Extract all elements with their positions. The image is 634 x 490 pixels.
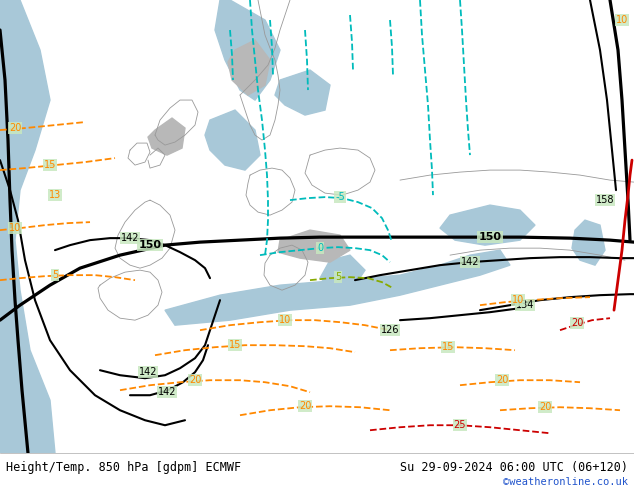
Text: 20: 20 <box>299 401 311 411</box>
Text: 0: 0 <box>317 243 323 253</box>
Text: 20: 20 <box>9 123 21 133</box>
Polygon shape <box>275 70 330 115</box>
Text: 25: 25 <box>454 420 466 430</box>
Text: 142: 142 <box>120 233 139 243</box>
Text: 158: 158 <box>596 195 614 205</box>
Text: 20: 20 <box>189 375 201 385</box>
Text: 142: 142 <box>139 367 157 377</box>
Text: 10: 10 <box>616 15 628 25</box>
Polygon shape <box>215 0 280 100</box>
Polygon shape <box>278 230 350 262</box>
Text: 150: 150 <box>138 240 162 250</box>
Text: 5: 5 <box>52 270 58 280</box>
Text: 134: 134 <box>516 300 534 310</box>
Polygon shape <box>165 250 510 325</box>
Text: 13: 13 <box>49 190 61 200</box>
Text: Su 29-09-2024 06:00 UTC (06+120): Su 29-09-2024 06:00 UTC (06+120) <box>399 461 628 474</box>
Text: 20: 20 <box>539 402 551 412</box>
Text: 20: 20 <box>571 318 583 328</box>
Text: 142: 142 <box>158 387 176 397</box>
Polygon shape <box>148 118 185 155</box>
Text: 10: 10 <box>512 295 524 305</box>
Polygon shape <box>320 255 365 290</box>
Text: 10: 10 <box>9 223 21 233</box>
Text: 10: 10 <box>279 315 291 325</box>
Polygon shape <box>0 0 55 453</box>
Text: 5: 5 <box>335 272 341 282</box>
Text: 15: 15 <box>442 342 454 352</box>
Text: 15: 15 <box>44 160 56 170</box>
Text: ©weatheronline.co.uk: ©weatheronline.co.uk <box>503 477 628 487</box>
Polygon shape <box>572 220 605 265</box>
Text: 150: 150 <box>479 232 501 242</box>
Text: 126: 126 <box>381 325 399 335</box>
Text: Height/Temp. 850 hPa [gdpm] ECMWF: Height/Temp. 850 hPa [gdpm] ECMWF <box>6 461 242 474</box>
Text: 15: 15 <box>229 340 241 350</box>
Text: 142: 142 <box>461 257 479 267</box>
Polygon shape <box>228 40 270 95</box>
Polygon shape <box>440 205 535 245</box>
Text: 20: 20 <box>496 375 508 385</box>
Polygon shape <box>205 110 260 170</box>
Text: -5: -5 <box>335 192 345 202</box>
